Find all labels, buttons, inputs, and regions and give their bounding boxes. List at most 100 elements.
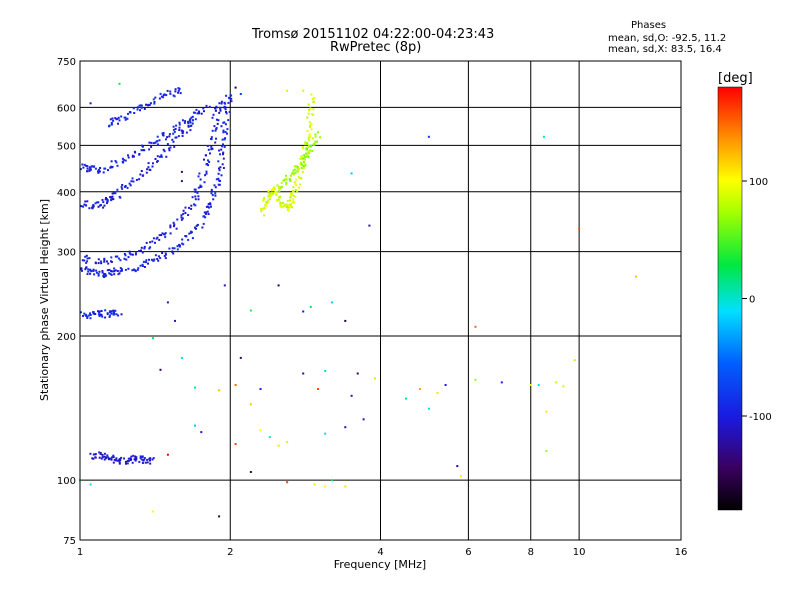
echo-point [121,184,124,186]
echo-point [121,157,124,160]
echo-point [221,163,224,166]
echo-point [128,250,131,253]
echo-point [279,187,282,190]
echo-point [218,167,220,170]
echo-point [159,155,161,158]
echo-point [103,257,106,260]
echo-point [89,168,92,171]
echo-point [555,381,558,384]
echo-point [155,140,158,143]
echo-point [208,160,211,163]
echo-point [296,190,299,193]
x-tick-label: 6 [465,547,471,558]
echo-point [160,234,163,237]
echo-point [204,154,207,157]
echo-point [302,157,305,160]
echo-point [210,190,213,193]
echo-point [635,275,637,278]
echo-point [101,453,104,456]
echo-point [82,205,85,208]
echo-point [218,515,221,518]
echo-point [99,313,102,316]
echo-point [218,389,221,392]
echo-point [215,178,218,181]
echo-point [280,182,283,184]
echo-point [215,118,218,121]
echo-point [114,192,117,195]
echo-point [134,455,137,458]
echo-point [194,118,197,121]
echo-point [138,104,141,107]
echo-point [98,456,101,459]
echo-point [168,149,171,152]
echo-point [87,268,90,271]
echo-point [101,315,104,318]
echo-point [277,284,280,287]
echo-point [173,225,175,228]
echo-point [324,370,327,372]
echo-point [110,273,113,276]
echo-point [289,203,292,206]
echo-point [113,273,116,276]
echo-point [302,372,305,375]
echo-point [267,195,270,198]
echo-point [230,94,233,97]
echo-point [294,182,297,185]
echo-point [218,183,221,186]
echo-point [135,458,138,461]
echo-point [104,198,107,201]
echo-point [187,238,190,241]
echo-point [106,199,109,202]
echo-point [190,124,193,127]
echo-point [119,270,122,273]
y-tick-label: 300 [57,248,76,259]
echo-point [141,462,144,464]
echo-point [99,260,102,263]
echo-point [193,111,196,114]
echo-point [194,226,196,229]
echo-point [207,213,210,215]
echo-point [214,107,216,110]
y-tick-label: 750 [57,57,76,68]
echo-point [174,128,177,130]
echo-point [113,267,116,270]
echo-point [203,181,206,184]
echo-point [114,269,117,272]
echo-point [85,266,88,269]
echo-point [374,377,376,380]
echo-point [132,454,135,457]
echo-point [97,170,99,173]
echo-point [184,206,187,209]
echo-point [86,257,89,260]
echo-point [209,202,212,205]
echo-point [419,388,421,390]
echo-point [190,207,193,210]
echo-point [304,141,307,144]
echo-point [171,247,174,250]
echo-point [153,258,156,261]
echo-point [135,178,138,181]
echo-point [94,456,97,459]
echo-point [84,200,87,203]
echo-point [315,140,318,143]
echo-point [292,169,295,172]
echo-point [203,110,205,113]
echo-point [97,274,100,277]
echo-point [310,128,313,131]
echo-point [149,462,152,465]
echo-point [117,257,120,260]
echo-point [141,265,144,267]
echo-point [285,174,287,177]
echo-point [182,212,185,215]
echo-point [224,131,227,133]
echo-point [219,109,222,112]
echo-point [199,178,202,181]
echo-point [573,359,576,362]
echo-point [143,108,146,110]
echo-point [184,212,187,214]
echo-point [127,112,129,115]
echo-point [119,259,122,262]
echo-point [305,147,308,150]
echo-point [230,97,233,100]
echo-point [108,310,111,313]
